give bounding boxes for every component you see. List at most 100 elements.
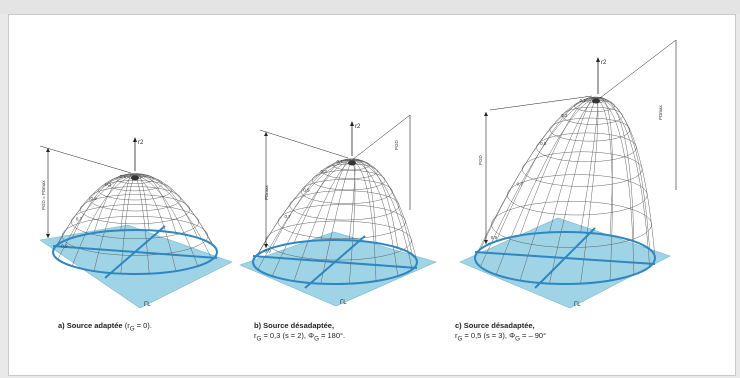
power-axis-arrow <box>350 121 354 126</box>
panel-c-mismatched-source: r2 0,1 0,3 0,5 0,7 0,9 ΓL PDmax PGD <box>459 39 677 309</box>
mesh-meridian <box>271 159 353 277</box>
mesh-meridian <box>351 159 399 277</box>
mesh-meridian <box>320 158 353 241</box>
reflection-plane <box>239 231 437 307</box>
mesh-meridian <box>257 159 353 255</box>
mesh-meridian <box>351 159 413 270</box>
mesh-meridian <box>134 173 177 233</box>
mesh-meridian <box>134 174 213 260</box>
unit-circle <box>474 231 656 285</box>
mesh-meridian <box>595 97 635 242</box>
mesh-parallel <box>562 106 623 125</box>
mesh-meridian <box>93 174 136 272</box>
mesh-meridian <box>580 96 599 233</box>
panel-a-adapted-source: r2 0,1 0,3 0,5 0,7 0,9 ΓL PGD = PDmax <box>39 137 233 309</box>
mesh-meridian <box>134 174 199 267</box>
mesh-meridian <box>134 174 213 245</box>
mesh-meridian <box>595 97 650 267</box>
dimension-arrow-bottom <box>46 234 50 238</box>
pgd-label-b: PGD <box>394 139 399 150</box>
mesh-meridian <box>549 96 597 233</box>
isoline-tick-label: 0,3 <box>561 113 568 118</box>
imag-axis-line <box>304 235 366 289</box>
pgd-leader <box>351 114 411 161</box>
mesh-meridian <box>549 97 597 284</box>
mesh-meridian <box>93 173 136 233</box>
isoline-tick-label: 0,1 <box>580 98 587 103</box>
peak-leader <box>489 95 593 111</box>
peak-leader <box>39 145 132 174</box>
mesh-meridian <box>134 174 177 272</box>
mesh-meridian <box>293 159 353 282</box>
unit-circle <box>252 239 418 285</box>
isoline-tick-label: 0,3 <box>105 182 112 187</box>
paraboloid-mesh <box>52 173 218 275</box>
dimension-arrow-bottom <box>264 244 268 248</box>
mesh-meridian <box>134 174 199 238</box>
gamma-plane-label: ΓL <box>144 302 151 308</box>
paraboloid-mesh <box>252 158 418 285</box>
mesh-parallel <box>289 190 400 221</box>
reflection-plane <box>39 224 233 309</box>
apex-point <box>131 175 139 181</box>
mesh-meridian <box>348 159 356 284</box>
mesh-meridian <box>595 97 613 236</box>
imag-axis-line <box>104 225 166 279</box>
mesh-meridian <box>351 159 418 263</box>
isoline-tick-label: 0,7 <box>285 214 292 219</box>
pdmax-leader <box>599 39 677 99</box>
mesh-meridian <box>293 158 353 243</box>
isoline-tick-label: 0,7 <box>76 217 83 222</box>
pdmax-label-c: PDmax <box>658 104 663 120</box>
pdmax-label-b: PDmax <box>264 184 269 200</box>
gamma-plane-label: ΓL <box>340 300 347 306</box>
mesh-parallel <box>277 204 406 240</box>
isoline-tick-label: 0,1 <box>337 159 344 164</box>
pgd-pdmax-label-a: PGD = PDmax <box>41 180 46 210</box>
apex-point <box>592 98 600 104</box>
isoline-tick-label: 0,5 <box>90 196 97 201</box>
isoline-tick-label: 0,5 <box>303 187 310 192</box>
mesh-meridian <box>120 173 136 231</box>
mesh-meridian <box>134 174 150 274</box>
dimension-arrow-bottom <box>484 240 488 244</box>
dimension-arrow-top <box>484 112 488 116</box>
pgd-label-c: PGD <box>478 154 483 165</box>
isoline-tick-label: 0,9 <box>491 235 498 240</box>
mesh-meridian <box>57 174 136 260</box>
peak-leader <box>259 129 349 159</box>
mesh-meridian <box>348 158 356 241</box>
panel-b-mismatched-source: r2 0,1 0,3 0,5 0,7 0,9 ΓL PGD PDmax <box>239 114 437 307</box>
mesh-meridian <box>351 159 413 255</box>
mesh-meridian <box>474 97 597 259</box>
mesh-meridian <box>519 97 597 236</box>
mesh-meridian <box>495 97 597 242</box>
caption-b: b) Source désadaptée, rG = 0,3 (s = 2), … <box>254 321 346 343</box>
mesh-parallel <box>536 132 637 163</box>
mesh-meridian <box>320 159 353 284</box>
mesh-meridian <box>495 97 597 275</box>
gamma-plane-label: ΓL <box>574 302 581 308</box>
mesh-meridian <box>272 159 353 249</box>
power-axis-label: r2 <box>355 124 361 130</box>
dimension-arrow-top <box>264 132 268 136</box>
caption-a: a) Source adaptée (rG = 0). <box>58 321 152 333</box>
power-axis-arrow <box>596 57 600 62</box>
mesh-meridian <box>351 159 399 248</box>
isoline-tick-label: 0,3 <box>321 169 328 174</box>
apex-point <box>348 160 356 166</box>
imag-axis-line <box>534 227 596 289</box>
mesh-meridian <box>595 97 613 281</box>
mesh-meridian <box>71 174 136 238</box>
mesh-meridian <box>596 97 650 250</box>
isoline-tick-label: 0,5 <box>540 141 547 146</box>
isoline-tick-label: 0,9 <box>61 243 68 248</box>
caption-c: c) Source désadaptée, rG = 0,5 (s = 3), … <box>455 321 547 343</box>
isoline-tick-label: 0,1 <box>120 174 127 179</box>
isoline-tick-label: 0,9 <box>264 249 271 254</box>
isoline-tick-label: 0,7 <box>517 182 524 187</box>
mesh-meridian <box>134 173 150 231</box>
mesh-meridian <box>120 174 136 274</box>
